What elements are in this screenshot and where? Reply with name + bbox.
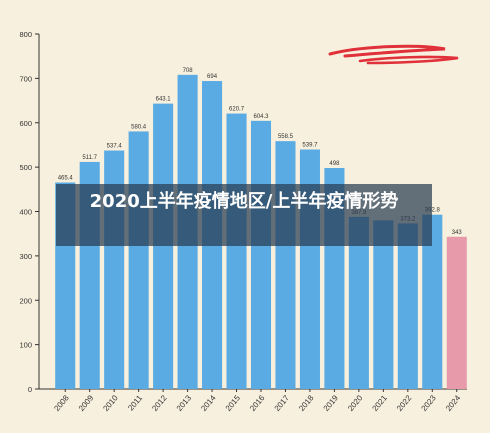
y-tick-label: 800 bbox=[19, 30, 32, 39]
bar bbox=[373, 220, 394, 389]
data-label: 498 bbox=[329, 161, 340, 167]
y-tick-label: 400 bbox=[19, 208, 32, 217]
data-label: 580.4 bbox=[131, 124, 147, 130]
bar bbox=[250, 120, 272, 390]
bar bbox=[226, 113, 247, 389]
y-tick-label: 500 bbox=[19, 163, 32, 172]
y-tick-label: 100 bbox=[19, 341, 32, 350]
data-label: 511.7 bbox=[82, 155, 97, 161]
data-label: 537.4 bbox=[107, 144, 123, 150]
data-label: 604.3 bbox=[253, 114, 269, 120]
data-label: 539.7 bbox=[302, 143, 318, 149]
data-label: 343 bbox=[452, 230, 463, 236]
data-label: 694 bbox=[207, 74, 218, 80]
data-label: 392.8 bbox=[425, 208, 441, 214]
data-label: 620.7 bbox=[229, 107, 245, 113]
y-tick-label: 0 bbox=[28, 385, 32, 394]
bar bbox=[446, 236, 467, 389]
redaction-scribble bbox=[328, 44, 446, 58]
title-banner: 2020上半年疫情地区/上半年疫情形势 bbox=[56, 184, 432, 246]
banner-title: 2020上半年疫情地区/上半年疫情形势 bbox=[89, 191, 399, 212]
bar bbox=[422, 214, 443, 389]
bar bbox=[128, 131, 149, 389]
y-tick-label: 700 bbox=[19, 74, 32, 83]
bar bbox=[348, 216, 369, 389]
data-label: 558.5 bbox=[278, 134, 294, 140]
bar bbox=[275, 141, 296, 389]
bar bbox=[397, 223, 418, 389]
y-tick-label: 200 bbox=[19, 296, 32, 305]
data-label: 708 bbox=[183, 68, 194, 74]
redaction-scribble bbox=[358, 55, 459, 65]
data-label: 643.1 bbox=[156, 97, 172, 103]
data-label: 465.4 bbox=[58, 175, 74, 181]
bar bbox=[153, 103, 174, 389]
y-tick-label: 600 bbox=[19, 119, 32, 128]
y-tick-label: 300 bbox=[19, 252, 32, 261]
